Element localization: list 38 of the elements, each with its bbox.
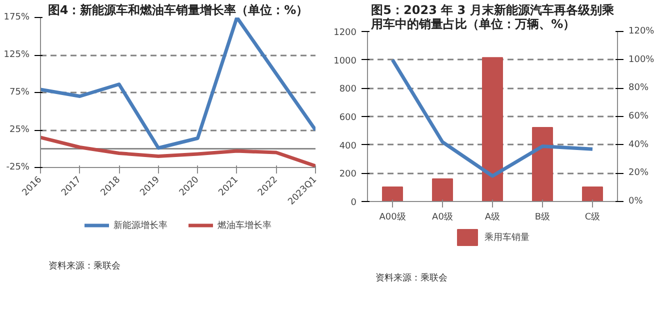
y-tick-label: -25% — [6, 162, 30, 172]
y2-tick-label: 20% — [628, 168, 649, 178]
legend-label: 乘用车销量 — [484, 232, 530, 244]
y-tick-label: 25% — [9, 125, 30, 135]
chart-title: 图4：新能源车和燃油车销量增长率（单位：%） — [48, 3, 308, 17]
y-tick-label: 400 — [339, 141, 357, 152]
y-tick-label: 0 — [350, 198, 357, 208]
y-tick-label: 1200 — [334, 28, 357, 38]
x-tick-label: A0级 — [432, 212, 453, 222]
y-tick-label: 200 — [339, 170, 357, 180]
text: 资料来源：乘联会 — [376, 272, 448, 284]
text: 资料来源：乘联会 — [48, 260, 120, 272]
y-tick-label: 1000 — [334, 56, 357, 66]
y2-tick-label: 100% — [628, 54, 655, 65]
x-tick-label: C级 — [584, 212, 600, 222]
y-tick-label: 175% — [4, 12, 30, 22]
line-series — [390, 58, 594, 178]
y-tick-label: 800 — [339, 84, 357, 95]
y-tick-label: 125% — [4, 50, 30, 60]
bar — [382, 186, 403, 202]
y-tick-label: 75% — [9, 88, 30, 98]
legend-label: 燃油车增长率 — [218, 220, 272, 232]
chart-title: 图5：2023 年 3 月末新能源汽车再各级别乘用车中的销量占比（单位：万辆、%） — [370, 3, 615, 31]
y2-tick-label: 40% — [628, 140, 649, 150]
x-tick-label: A级 — [484, 212, 500, 222]
bar — [432, 178, 453, 202]
line-series — [40, 18, 316, 150]
bar — [582, 186, 603, 202]
x-tick-label: A00级 — [379, 212, 406, 222]
bar — [532, 127, 553, 202]
x-tick-label: B级 — [534, 212, 550, 222]
y2-tick-label: 60% — [628, 112, 649, 122]
bar — [482, 57, 503, 202]
legend-label: 新能源增长率 — [114, 220, 168, 232]
y-tick-label: 600 — [339, 113, 357, 123]
y2-tick-label: 80% — [628, 83, 649, 94]
y2-tick-label: 0% — [628, 196, 644, 206]
y2-tick-label: 120% — [628, 26, 655, 36]
